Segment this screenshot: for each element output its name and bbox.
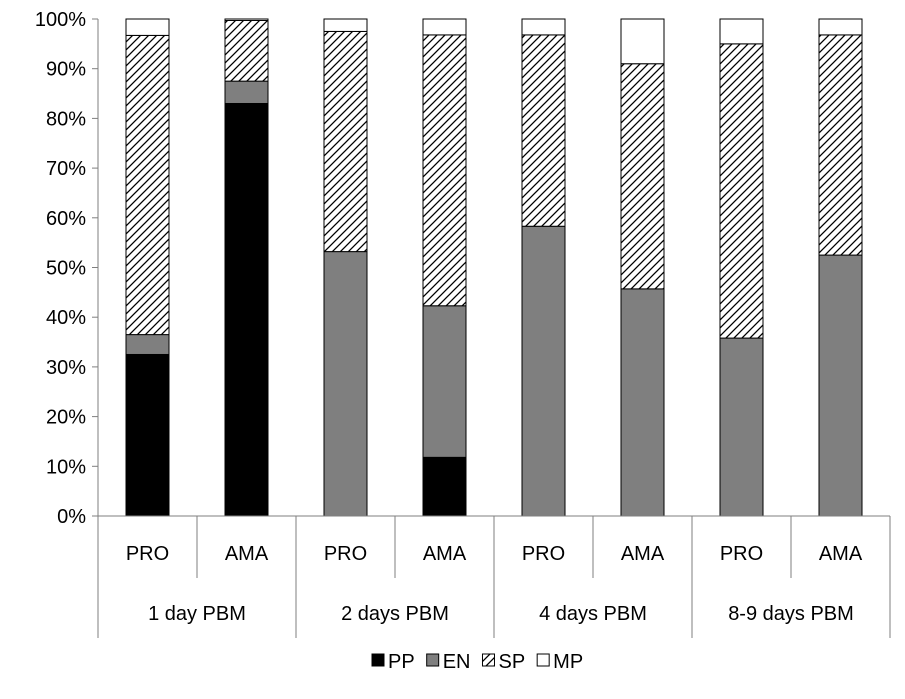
y-tick-label: 0% bbox=[57, 506, 86, 528]
bar-segment-pp bbox=[224, 102, 269, 517]
legend-label-pp: PP bbox=[388, 651, 415, 673]
y-tick-label: 20% bbox=[46, 407, 86, 429]
bar-segment-sp bbox=[224, 19, 269, 82]
x-tick-label: PRO bbox=[324, 543, 367, 565]
group-label: 2 days PBM bbox=[341, 603, 449, 625]
bar-segment-en bbox=[719, 337, 764, 517]
bar-segment-mp bbox=[323, 18, 368, 32]
legend-swatch-mp bbox=[536, 653, 550, 667]
bar-segment-mp bbox=[224, 18, 269, 21]
bar-segment-sp bbox=[422, 34, 467, 307]
bar-segment-mp bbox=[620, 18, 665, 65]
legend: PP EN SP MP bbox=[371, 651, 583, 673]
bar-segment-en bbox=[521, 225, 566, 517]
y-tick-label: 70% bbox=[46, 158, 86, 180]
y-tick-label: 100% bbox=[35, 9, 86, 31]
group-label: 1 day PBM bbox=[148, 603, 246, 625]
x-tick-label: PRO bbox=[126, 543, 169, 565]
bar-segment-pp bbox=[125, 353, 170, 517]
legend-swatch-sp bbox=[481, 653, 495, 667]
y-tick-label: 50% bbox=[46, 258, 86, 280]
y-tick-label: 80% bbox=[46, 108, 86, 130]
bar-segment-en bbox=[323, 251, 368, 517]
y-tick-label: 40% bbox=[46, 307, 86, 329]
bar-segment-sp bbox=[125, 34, 170, 336]
group-label: 4 days PBM bbox=[539, 603, 647, 625]
bar-segment-mp bbox=[422, 18, 467, 36]
bar-segment-mp bbox=[719, 18, 764, 45]
y-tick-label: 90% bbox=[46, 59, 86, 81]
group-label: 8-9 days PBM bbox=[728, 603, 854, 625]
bar-segment-sp bbox=[620, 63, 665, 290]
y-tick-label: 10% bbox=[46, 456, 86, 478]
bars-layer bbox=[125, 18, 863, 517]
legend-swatch-pp bbox=[371, 653, 385, 667]
legend-swatch-en bbox=[426, 653, 440, 667]
bar-segment-en bbox=[620, 288, 665, 517]
x-tick-label: PRO bbox=[522, 543, 565, 565]
x-tick-label: AMA bbox=[225, 543, 269, 565]
bar-segment-en bbox=[818, 254, 863, 517]
x-tick-label: AMA bbox=[621, 543, 665, 565]
x-tick-label: AMA bbox=[819, 543, 863, 565]
bar-segment-sp bbox=[521, 34, 566, 227]
legend-label-mp: MP bbox=[553, 651, 583, 673]
y-tick-label: 30% bbox=[46, 357, 86, 379]
bar-segment-mp bbox=[125, 18, 170, 36]
legend-label-en: EN bbox=[443, 651, 471, 673]
y-tick-label: 60% bbox=[46, 208, 86, 230]
axes-layer: 0% 10% 20% 30% 40% 50% 60% 70% 80% 90% 100% PRO AMA P… bbox=[35, 9, 891, 638]
bar-segment-en bbox=[422, 305, 467, 458]
bar-segment-pp bbox=[422, 456, 467, 517]
bar-segment-en bbox=[125, 334, 170, 355]
x-tick-label: AMA bbox=[423, 543, 467, 565]
bar-segment-sp bbox=[818, 34, 863, 256]
bar-segment-sp bbox=[323, 30, 368, 253]
bar-segment-mp bbox=[818, 18, 863, 36]
bar-segment-en bbox=[224, 80, 269, 104]
bar-segment-sp bbox=[719, 43, 764, 339]
bar-segment-mp bbox=[521, 18, 566, 36]
legend-label-sp: SP bbox=[498, 651, 525, 673]
x-tick-label: PRO bbox=[720, 543, 763, 565]
